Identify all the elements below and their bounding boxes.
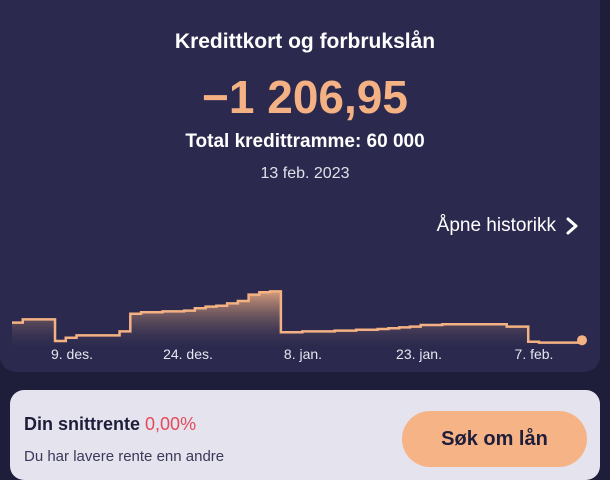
open-history-label: Åpne historikk [436,215,556,236]
x-tick-label: 24. des. [163,346,213,362]
x-tick-label: 8. jan. [284,346,322,362]
balance-history-chart: 9. des. 24. des. 8. jan. 23. jan. 7. feb. [12,290,587,362]
x-tick-label: 7. feb. [515,346,554,362]
balance-amount: −1 206,95 [202,71,408,123]
balance-date: 13 feb. 2023 [260,165,350,182]
rate-label-text: Din snittrente [24,414,141,434]
chevron-right-icon [566,217,578,235]
x-tick-label: 23. jan. [396,346,442,362]
rate-subtitle: Du har lavere rente enn andre [24,448,225,465]
open-history-link[interactable]: Åpne historikk [437,215,578,237]
average-rate-label: Din snittrente 0,00% [24,414,196,435]
chart-area-fill [12,291,582,347]
chart-series-line [12,290,584,344]
balance-card: Kredittkort og forbrukslån −1 206,95 Tot… [0,0,600,372]
apply-loan-button[interactable]: Søk om lån [402,411,587,467]
interest-rate-card: Din snittrente 0,00% Du har lavere rente… [10,390,600,480]
rate-value: 0,00% [145,414,197,434]
account-title: Kredittkort og forbrukslån [174,30,436,53]
credit-limit: Total kredittramme: 60 000 [185,131,425,152]
chart-current-point [577,335,587,346]
x-tick-label: 9. des. [51,346,93,362]
